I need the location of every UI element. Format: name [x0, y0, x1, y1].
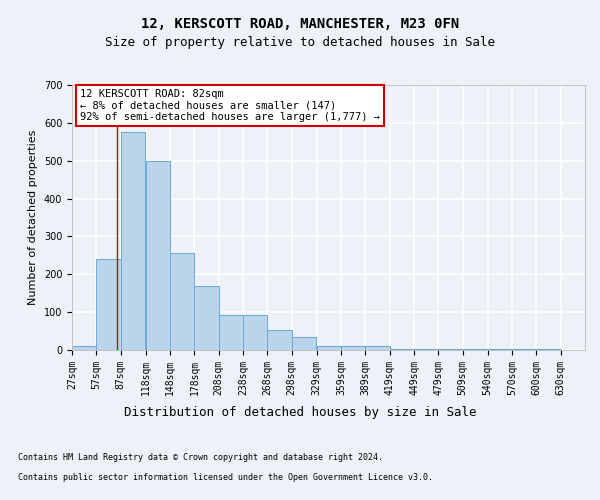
Bar [218, 315, 243, 350]
Bar [488, 349, 512, 350]
Y-axis label: Number of detached properties: Number of detached properties [28, 130, 38, 305]
Bar [414, 349, 439, 350]
Bar [170, 254, 194, 350]
Text: Contains public sector information licensed under the Open Government Licence v3: Contains public sector information licen… [18, 473, 433, 482]
Bar [268, 330, 292, 350]
Bar [97, 259, 121, 350]
Text: Distribution of detached houses by size in Sale: Distribution of detached houses by size … [124, 406, 476, 419]
Text: Size of property relative to detached houses in Sale: Size of property relative to detached ho… [105, 36, 495, 49]
Bar [243, 315, 268, 350]
Bar [512, 349, 536, 350]
Bar [439, 349, 463, 350]
Bar [292, 337, 316, 350]
Text: 12 KERSCOTT ROAD: 82sqm
← 8% of detached houses are smaller (147)
92% of semi-de: 12 KERSCOTT ROAD: 82sqm ← 8% of detached… [80, 89, 380, 122]
Bar [194, 286, 218, 350]
Text: Contains HM Land Registry data © Crown copyright and database right 2024.: Contains HM Land Registry data © Crown c… [18, 453, 383, 462]
Bar [536, 349, 560, 350]
Bar [72, 346, 97, 350]
Bar [365, 346, 389, 350]
Bar [341, 346, 365, 350]
Bar [317, 346, 341, 350]
Bar [463, 349, 487, 350]
Bar [121, 132, 145, 350]
Bar [146, 160, 170, 350]
Text: 12, KERSCOTT ROAD, MANCHESTER, M23 0FN: 12, KERSCOTT ROAD, MANCHESTER, M23 0FN [141, 18, 459, 32]
Bar [389, 349, 414, 350]
